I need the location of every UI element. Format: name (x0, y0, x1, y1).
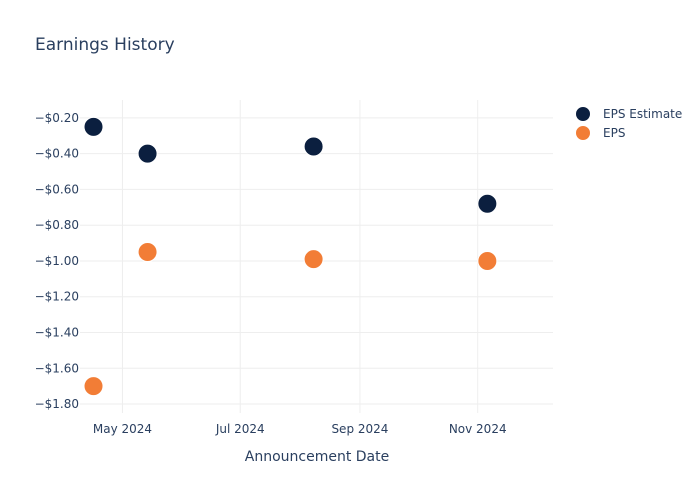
data-point (303, 249, 324, 270)
legend-marker (575, 125, 591, 141)
y-tick-label: −$0.60 (35, 182, 79, 196)
legend-item: EPS (575, 125, 625, 141)
y-tick-label: −$0.80 (35, 218, 79, 232)
x-tick-label: Sep 2024 (331, 422, 388, 436)
data-point (83, 376, 104, 397)
y-tick-label: −$1.80 (35, 397, 79, 411)
y-tick-label: −$0.20 (35, 111, 79, 125)
legend-marker (575, 106, 591, 122)
legend-label: EPS Estimate (603, 107, 682, 121)
legend-label: EPS (603, 126, 625, 140)
y-tick-label: −$1.40 (35, 326, 79, 340)
legend-item: EPS Estimate (575, 106, 682, 122)
data-point (477, 193, 498, 214)
data-point (83, 116, 104, 137)
data-point (137, 143, 158, 164)
y-tick-label: −$0.40 (35, 147, 79, 161)
data-point (477, 250, 498, 271)
x-axis-ticks: May 2024 Jul 2024 Sep 2024 Nov 2024 (93, 422, 507, 436)
x-tick-label: Jul 2024 (215, 422, 265, 436)
data-point (137, 242, 158, 263)
data-point (303, 136, 324, 157)
data-points (83, 116, 498, 397)
x-tick-label: May 2024 (93, 422, 152, 436)
y-tick-label: −$1.00 (35, 254, 79, 268)
x-axis-title: Announcement Date (245, 449, 389, 465)
y-tick-label: −$1.20 (35, 290, 79, 304)
y-tick-label: −$1.60 (35, 361, 79, 375)
series-1 (83, 242, 498, 397)
chart-title: Earnings History (35, 35, 175, 55)
series-0 (83, 116, 498, 214)
y-axis-ticks: −$0.20 −$0.40 −$0.60 −$0.80 −$1.00 −$1.20 −$1.… (35, 111, 79, 411)
legend: EPS Estimate EPS (575, 106, 682, 141)
x-tick-label: Nov 2024 (449, 422, 507, 436)
